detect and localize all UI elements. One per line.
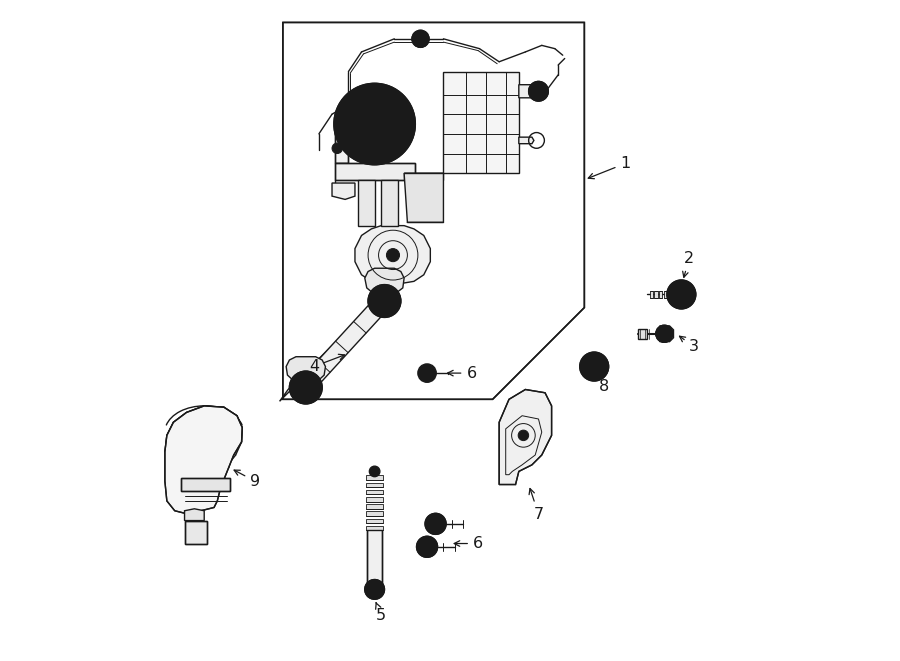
Polygon shape [382,180,398,225]
Polygon shape [286,357,326,383]
Polygon shape [404,173,444,222]
Circle shape [417,536,437,557]
Circle shape [580,352,608,381]
Polygon shape [280,290,387,401]
Polygon shape [518,137,534,143]
Polygon shape [650,291,653,298]
Polygon shape [184,509,204,521]
Text: 9: 9 [234,470,260,488]
Circle shape [418,364,436,382]
Polygon shape [638,329,646,339]
Polygon shape [518,85,538,98]
Polygon shape [500,389,552,485]
Circle shape [667,280,696,309]
Circle shape [290,371,322,404]
Text: 6: 6 [447,366,476,381]
Polygon shape [654,291,658,298]
Polygon shape [366,497,383,502]
Polygon shape [404,173,444,180]
Text: 2: 2 [683,251,694,278]
Text: 7: 7 [529,488,544,522]
Polygon shape [367,530,382,593]
Circle shape [518,430,528,441]
Polygon shape [366,483,383,487]
Circle shape [412,30,429,48]
Circle shape [678,291,685,298]
Polygon shape [366,475,383,480]
Circle shape [334,83,415,165]
Circle shape [369,466,380,477]
Circle shape [386,249,400,262]
Polygon shape [283,22,584,399]
Polygon shape [659,291,662,298]
Circle shape [332,143,343,153]
Polygon shape [364,268,404,294]
Text: 1: 1 [589,156,631,178]
Circle shape [528,81,548,101]
Polygon shape [355,225,430,285]
Polygon shape [444,71,518,173]
Polygon shape [660,326,673,342]
Polygon shape [366,525,383,530]
Text: 5: 5 [375,603,386,623]
Polygon shape [165,406,242,514]
Text: 4: 4 [309,354,345,374]
Polygon shape [336,124,348,163]
Polygon shape [332,183,355,200]
Circle shape [425,514,446,534]
Circle shape [656,325,673,342]
Text: 8: 8 [598,373,609,394]
Polygon shape [358,180,374,225]
Polygon shape [300,302,384,392]
Polygon shape [336,163,415,180]
Text: 3: 3 [680,336,699,354]
Polygon shape [181,478,230,491]
Polygon shape [366,490,383,494]
Circle shape [368,285,400,317]
Polygon shape [366,512,383,516]
Text: 6: 6 [454,536,483,551]
Polygon shape [366,504,383,509]
Polygon shape [578,365,582,369]
Polygon shape [366,519,383,524]
Circle shape [364,580,384,600]
Polygon shape [184,521,208,543]
Polygon shape [663,291,667,298]
